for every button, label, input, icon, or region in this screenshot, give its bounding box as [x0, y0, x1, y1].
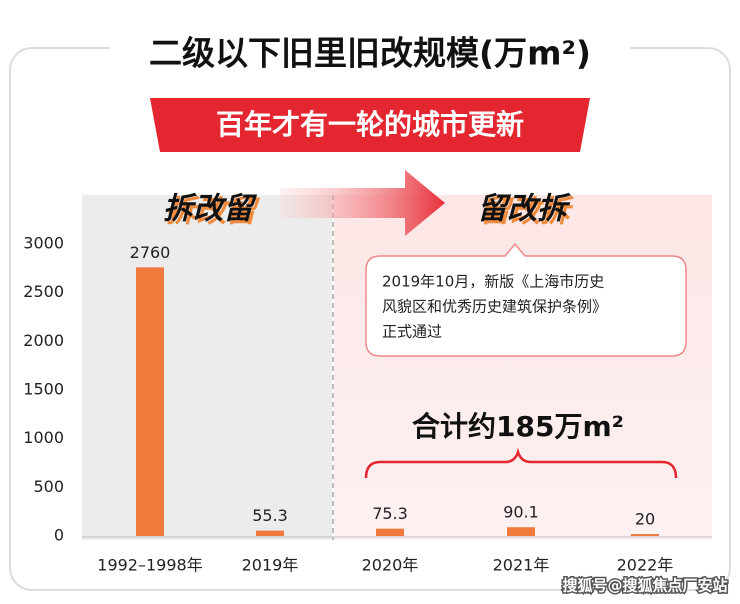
y-tick-label: 2000 [23, 331, 64, 350]
callout-box [365, 242, 687, 357]
value-label: 75.3 [372, 504, 408, 523]
bar [136, 267, 164, 536]
y-tick-label: 3000 [23, 234, 64, 253]
callout-text: 2019年10月，新版《上海市历史 [382, 273, 604, 291]
x-tick-label: 2022年 [617, 556, 674, 575]
bar [376, 528, 404, 536]
watermark: 搜狐号@搜狐焦点厂安站 [562, 577, 727, 595]
bar [631, 534, 659, 536]
x-tick-label: 1992–1998年 [97, 556, 202, 575]
subtitle: 百年才有一轮的城市更新 [216, 108, 524, 141]
value-label: 55.3 [252, 506, 288, 525]
chart-title: 二级以下旧里旧改规模(万m²) [149, 34, 591, 73]
subtitle-banner [150, 98, 590, 152]
y-tick-label: 1000 [23, 428, 64, 447]
y-tick-label: 2500 [23, 282, 64, 301]
total-label: 合计约185万m² [412, 410, 624, 443]
phase-label: 留改拆 [477, 192, 571, 227]
x-tick-label: 2019年 [242, 556, 299, 575]
y-tick-label: 500 [33, 477, 64, 496]
phase-bg-left [82, 195, 332, 540]
phase-bg-right [334, 195, 712, 540]
value-label: 20 [635, 510, 655, 529]
bar [507, 527, 535, 536]
callout-text: 正式通过 [382, 323, 442, 341]
phase-shadow: 留改拆 [480, 195, 574, 230]
phase-label: 拆改留 [163, 192, 258, 227]
x-tick-label: 2021年 [493, 556, 550, 575]
y-tick-label: 1500 [23, 380, 64, 399]
value-label: 2760 [130, 243, 171, 262]
value-label: 90.1 [503, 503, 539, 522]
callout-text: 风貌区和优秀历史建筑保护条例》 [382, 298, 607, 316]
x-tick-label: 2020年 [362, 556, 419, 575]
brace [364, 447, 678, 479]
bar [256, 530, 284, 536]
title-bg [110, 30, 630, 74]
phase-shadow: 拆改留 [166, 195, 261, 230]
y-tick-label: 0 [54, 526, 64, 545]
arrow [280, 170, 445, 236]
